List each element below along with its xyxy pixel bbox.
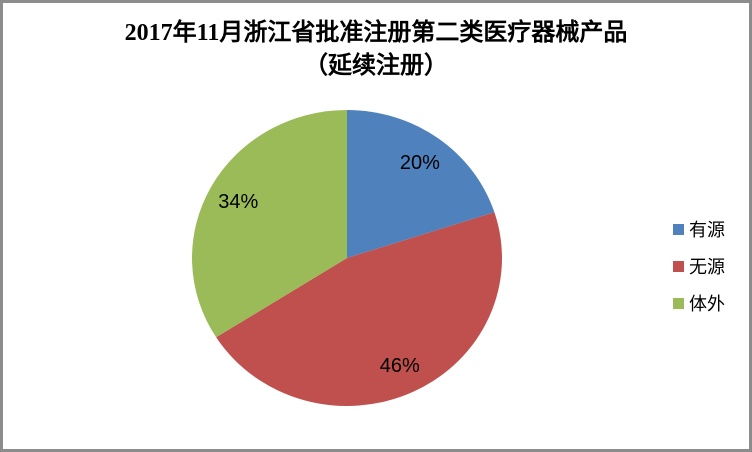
legend-item: 无源 (673, 255, 725, 277)
legend-swatch-icon (673, 223, 684, 235)
legend-label: 有源 (689, 220, 725, 240)
pie-slice-2 (192, 109, 347, 338)
pie-slice-label: 46% (380, 355, 420, 377)
pie-slice-label: 20% (400, 152, 440, 174)
legend-label: 体外 (689, 294, 725, 314)
pie-chart: 20% 46% 34% (192, 109, 502, 406)
pie-slice-label: 34% (218, 191, 258, 213)
chart-title-line1: 2017年11月浙江省批准注册第二类医疗器械产品 (124, 20, 628, 46)
legend-item: 体外 (673, 292, 725, 314)
chart-title-line2: （延续注册） (304, 53, 448, 79)
pie-slice-1 (216, 212, 502, 406)
legend-label: 无源 (689, 257, 725, 277)
legend-swatch-icon (673, 260, 684, 272)
legend-item: 有源 (673, 218, 725, 240)
chart-title: 2017年11月浙江省批准注册第二类医疗器械产品 （延续注册） (3, 17, 749, 83)
legend-swatch-icon (673, 297, 684, 309)
pie-slice-0 (347, 110, 495, 258)
legend: 有源 无源 体外 (673, 218, 725, 314)
